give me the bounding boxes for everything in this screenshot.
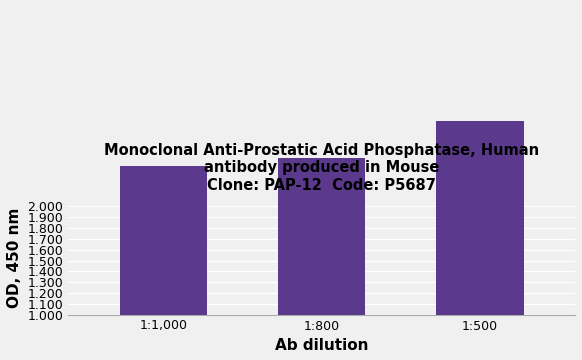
X-axis label: Ab dilution: Ab dilution [275,338,368,353]
Title: Monoclonal Anti-Prostatic Acid Phosphatase, Human
antibody produced in Mouse
Clo: Monoclonal Anti-Prostatic Acid Phosphata… [104,143,539,193]
Bar [120,166,207,315]
Bar [436,121,524,315]
Y-axis label: OD, 450 nm: OD, 450 nm [7,208,22,308]
Bar [278,158,365,315]
